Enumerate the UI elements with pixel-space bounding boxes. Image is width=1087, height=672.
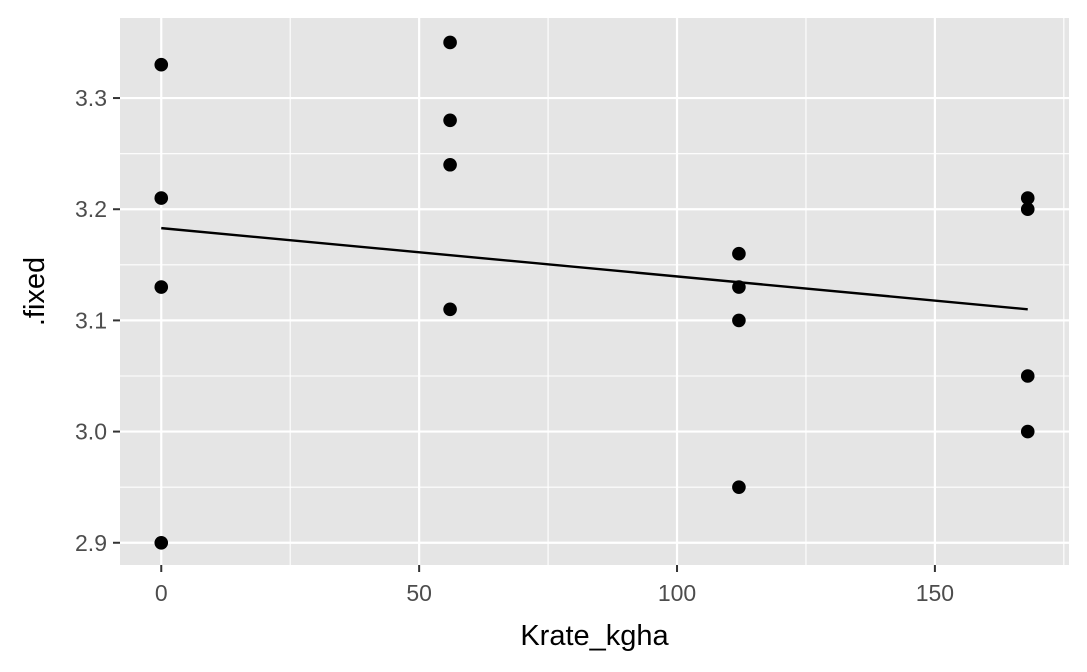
y-tick-label: 3.3 <box>75 85 107 111</box>
data-point <box>732 313 746 328</box>
data-point <box>154 535 169 550</box>
y-tick-label: 3.0 <box>75 419 107 445</box>
y-tick-label: 2.9 <box>75 530 107 556</box>
plot-panel <box>120 18 1069 565</box>
data-point <box>154 57 169 72</box>
data-point <box>732 246 746 261</box>
data-point <box>443 113 457 128</box>
fit-line <box>161 226 1028 311</box>
points-layer <box>154 35 1035 550</box>
data-point <box>732 280 746 294</box>
data-point <box>154 191 169 205</box>
fit-line-layer <box>161 226 1028 311</box>
x-tick-label: 100 <box>658 580 696 606</box>
y-tick-label: 3.1 <box>75 307 107 333</box>
x-axis-title: Krate_kgha <box>520 620 669 652</box>
y-tick-label: 3.2 <box>75 196 107 222</box>
x-tick-label: 0 <box>155 580 168 606</box>
data-point <box>1020 191 1035 205</box>
data-point <box>1020 202 1035 217</box>
minor-gridlines <box>120 18 1069 565</box>
data-point <box>732 480 746 494</box>
x-tick-label: 50 <box>406 580 432 606</box>
data-point <box>1020 369 1035 383</box>
x-axis: 0 50 100 150 <box>155 565 954 606</box>
major-gridlines <box>120 18 1069 565</box>
data-point <box>1020 424 1035 439</box>
y-axis: 2.9 3.0 3.1 3.2 3.3 <box>75 85 120 556</box>
x-tick-label: 150 <box>916 580 954 606</box>
data-point <box>154 280 169 294</box>
data-point <box>443 302 457 317</box>
y-axis-title: .fixed <box>19 257 51 326</box>
data-point <box>443 35 457 50</box>
data-point <box>443 157 457 172</box>
